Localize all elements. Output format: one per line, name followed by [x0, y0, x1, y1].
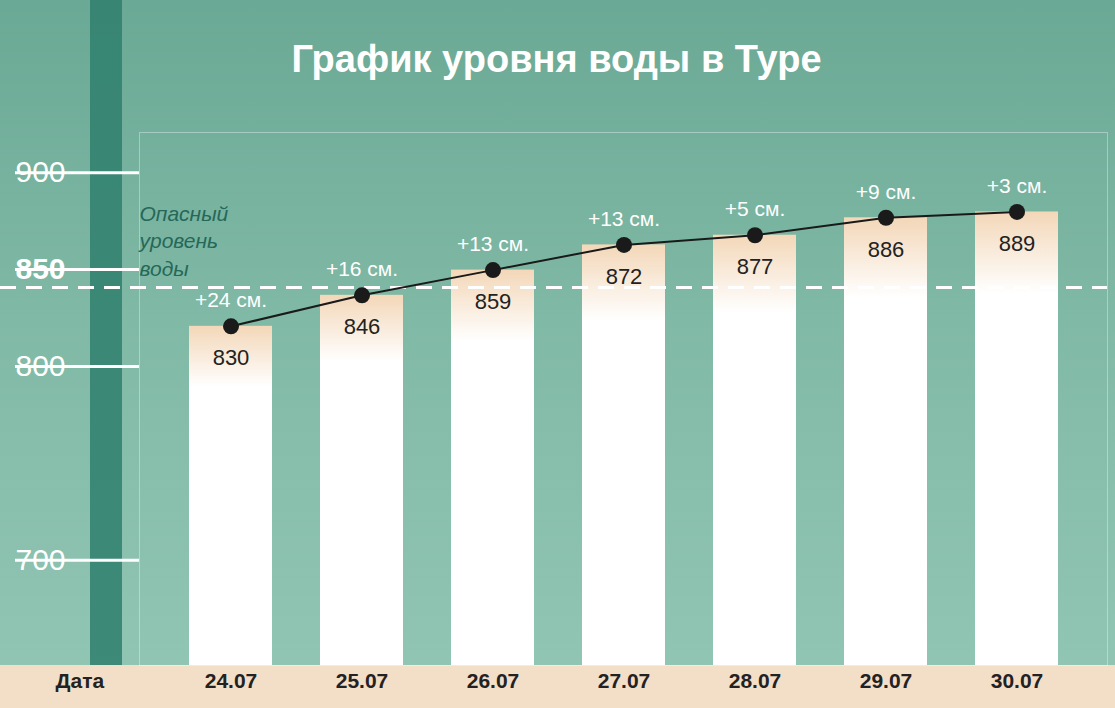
svg-text:800: 800: [16, 349, 66, 382]
svg-text:График уровня воды в Туре: График уровня воды в Туре: [291, 38, 821, 80]
svg-text:846: 846: [344, 314, 381, 339]
svg-text:+24 см.: +24 см.: [195, 288, 267, 311]
svg-text:29.07: 29.07: [860, 669, 913, 692]
svg-text:26.07: 26.07: [467, 669, 520, 692]
svg-text:+3 см.: +3 см.: [987, 174, 1048, 197]
svg-text:850: 850: [16, 252, 66, 285]
svg-text:900: 900: [16, 155, 66, 188]
svg-text:+5 см.: +5 см.: [725, 197, 786, 220]
svg-text:859: 859: [475, 289, 512, 314]
svg-text:24.07: 24.07: [205, 669, 258, 692]
svg-text:877: 877: [737, 254, 774, 279]
svg-text:Дата: Дата: [56, 669, 105, 692]
svg-text:+13 см.: +13 см.: [457, 232, 529, 255]
svg-text:Опасныйуровеньводы: Опасныйуровеньводы: [138, 202, 229, 280]
svg-text:886: 886: [868, 237, 905, 262]
svg-text:27.07: 27.07: [598, 669, 651, 692]
svg-text:700: 700: [16, 543, 66, 576]
svg-text:28.07: 28.07: [729, 669, 782, 692]
svg-text:889: 889: [999, 231, 1036, 256]
svg-text:+13 см.: +13 см.: [588, 207, 660, 230]
svg-text:25.07: 25.07: [336, 669, 389, 692]
svg-text:+9 см.: +9 см.: [856, 180, 917, 203]
svg-text:+16 см.: +16 см.: [326, 257, 398, 280]
svg-text:872: 872: [606, 264, 643, 289]
svg-text:830: 830: [213, 345, 250, 370]
svg-text:30.07: 30.07: [991, 669, 1044, 692]
